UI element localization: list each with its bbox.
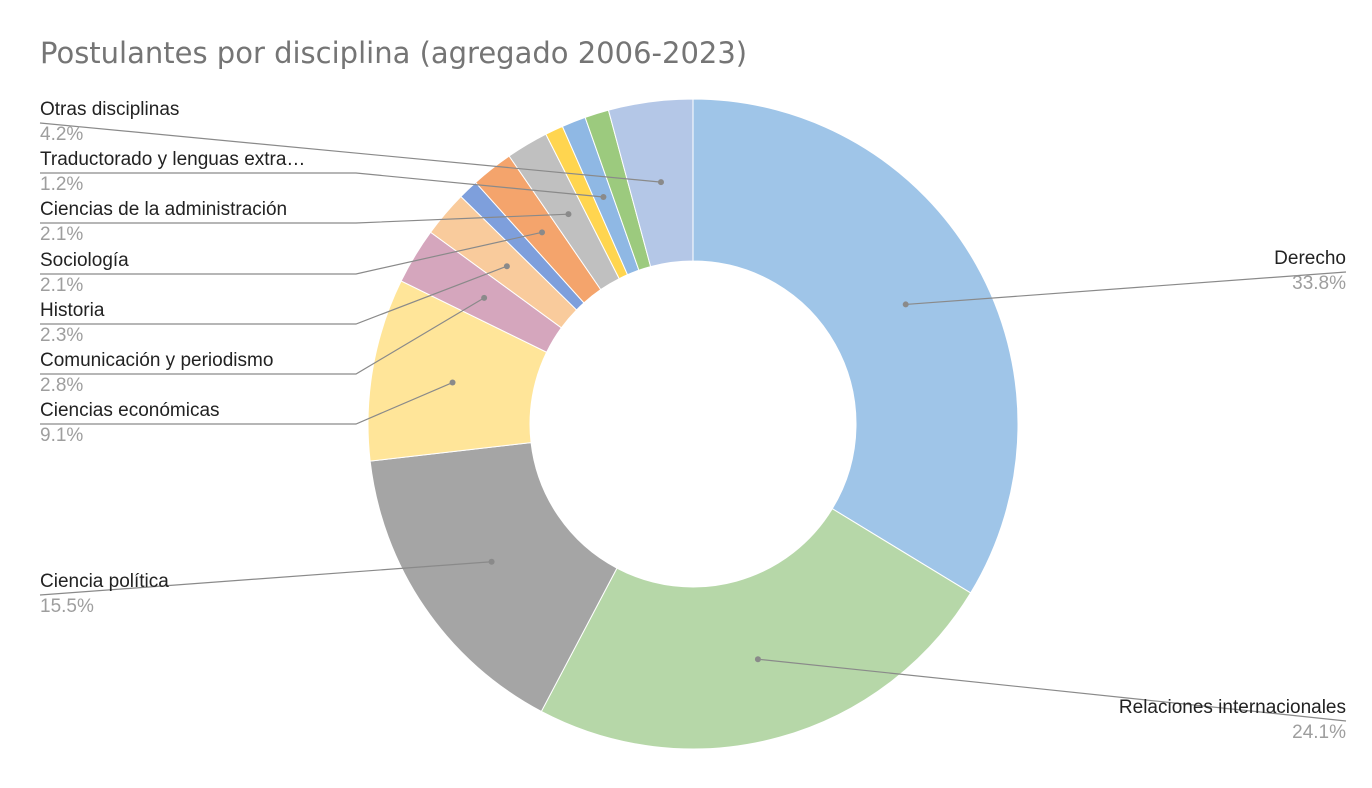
slice-value-historia: 2.3% [40, 325, 83, 346]
slice-label-ciencias-de-la-administracion: Ciencias de la administración [40, 199, 287, 220]
leader-dot-ciencias-economicas [449, 379, 456, 386]
leader-line-ciencias-de-la-administracion [40, 213, 569, 224]
leader-dot-otras-disciplinas [657, 179, 664, 186]
leader-line-sociologia [40, 231, 543, 275]
slice-ciencia-politica[interactable] [369, 442, 618, 713]
leader-line-comunicacion-y-periodismo [40, 297, 485, 375]
slice-value-otras-disciplinas: 4.2% [40, 124, 83, 145]
slice-label-ciencias-economicas: Ciencias económicas [40, 400, 220, 421]
leader-line-otras-disciplinas [39, 122, 662, 183]
slice-value-relaciones-internacionales: 24.1% [1292, 722, 1346, 743]
slice-relaciones-internacionales[interactable] [540, 508, 972, 750]
slice-label-traductorado-y-lenguas-extra: Traductorado y lenguas extra… [40, 149, 305, 170]
leader-dot-derecho [902, 301, 909, 308]
leader-dot-comunicacion-y-periodismo [481, 294, 488, 301]
slice-otras-disciplinas[interactable] [607, 98, 694, 268]
slice-label-derecho: Derecho [1274, 248, 1346, 269]
slices-layer [367, 98, 1019, 750]
slice-label-relaciones-internacionales: Relaciones internacionales [1119, 697, 1346, 718]
slice-value-ciencias-de-la-administracion: 2.1% [40, 224, 83, 245]
slice-value-comunicacion-y-periodismo: 2.8% [40, 375, 83, 396]
labels-layer: Derecho 33.8% Relaciones internacionales 24… [40, 99, 1346, 743]
slice-value-ciencias-economicas: 9.1% [40, 425, 83, 446]
slice-value-traductorado-y-lenguas-extra: 1.2% [40, 174, 83, 195]
leader-dot-ciencias-de-la-administracion [565, 211, 572, 218]
leader-dot-traductorado-y-lenguas-extra [600, 194, 607, 201]
slice-derecho[interactable] [692, 98, 1019, 594]
leader-line-derecho [905, 271, 1347, 306]
slice-label-historia: Historia [40, 300, 105, 321]
leader-dot-historia [503, 263, 510, 270]
leader-lines-layer [39, 122, 1347, 722]
leader-line-ciencia-politica [39, 561, 492, 596]
leader-line-relaciones-internacionales [757, 658, 1347, 722]
slice-value-derecho: 33.8% [1292, 273, 1346, 294]
slice-value-ciencia-politica: 15.5% [40, 596, 94, 617]
leader-line-ciencias-economicas [40, 381, 453, 425]
leader-dot-relaciones-internacionales [754, 656, 761, 663]
slice-label-otras-disciplinas: Otras disciplinas [40, 99, 179, 120]
slice-label-comunicacion-y-periodismo: Comunicación y periodismo [40, 350, 273, 371]
chart-title: Postulantes por disciplina (agregado 200… [40, 36, 748, 70]
slice-label-sociologia: Sociología [40, 250, 129, 271]
leader-line-historia [40, 265, 508, 325]
slice-value-sociologia: 2.1% [40, 275, 83, 296]
slice-label-ciencia-politica: Ciencia política [40, 571, 169, 592]
leader-line-traductorado-y-lenguas-extra [40, 172, 604, 198]
leader-dot-ciencia-politica [488, 558, 495, 565]
leader-dot-sociologia [539, 229, 546, 236]
